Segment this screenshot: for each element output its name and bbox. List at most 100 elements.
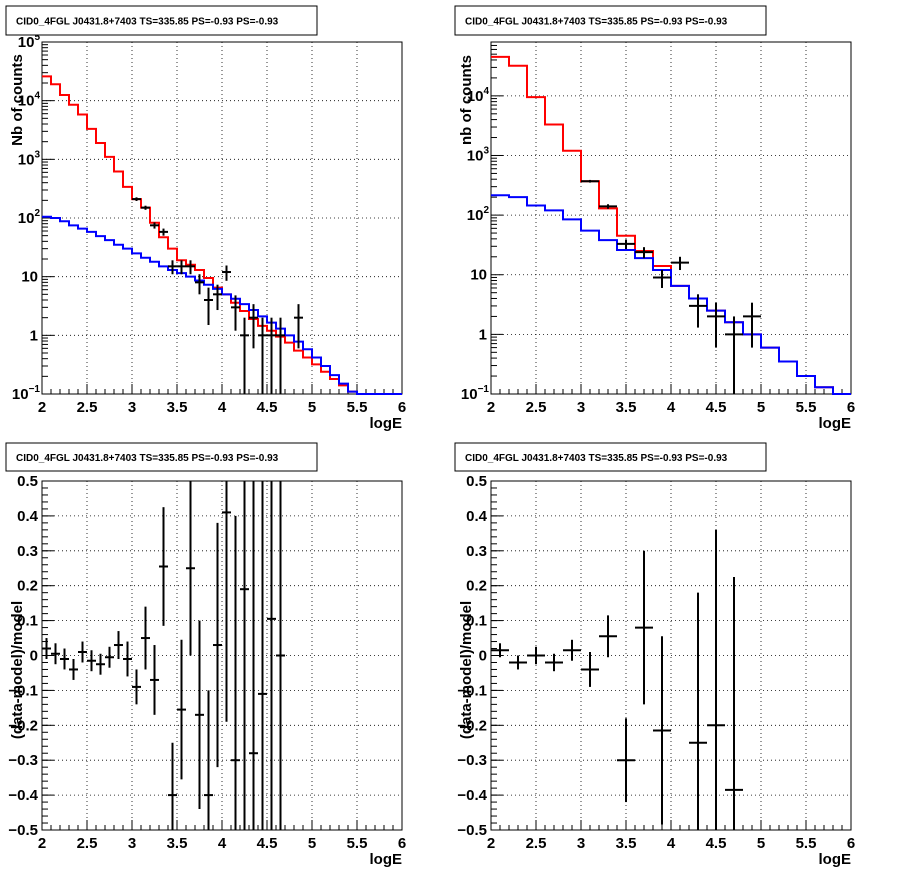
data-point xyxy=(159,228,168,236)
x-tick-label: 4.5 xyxy=(706,399,727,416)
y-tick-label: 0.1 xyxy=(17,613,38,630)
data-point xyxy=(635,550,653,705)
data-point xyxy=(177,260,186,275)
data-point xyxy=(195,274,204,295)
data-point xyxy=(707,529,725,830)
x-tick-label: 3.5 xyxy=(167,835,188,852)
y-tick-label: −0.1 xyxy=(8,682,38,699)
data-point xyxy=(276,481,285,830)
y-tick-label: −0.2 xyxy=(457,717,487,734)
y-tick-label: −0.4 xyxy=(8,787,38,804)
chart-title: CID0_4FGL J0431.8+7403 TS=335.85 PS=-0.9… xyxy=(16,453,279,464)
data-point xyxy=(132,197,141,201)
y-tick-label: 1 xyxy=(30,327,38,344)
x-tick-label: 3 xyxy=(128,399,136,416)
x-tick-label: 5 xyxy=(308,399,316,416)
x-tick-label: 4 xyxy=(218,835,227,852)
data-point xyxy=(150,222,159,229)
x-tick-label: 5 xyxy=(757,399,765,416)
data-point xyxy=(60,648,69,670)
data-point xyxy=(249,304,258,349)
y-tick-label: 0.4 xyxy=(466,508,488,525)
x-tick-label: 6 xyxy=(398,835,406,852)
data-point xyxy=(707,302,725,348)
x-tick-label: 3.5 xyxy=(616,835,637,852)
y-tick-label: 0.3 xyxy=(466,543,487,560)
x-tick-label: 5 xyxy=(757,835,765,852)
data-point xyxy=(267,317,276,394)
y-tick-label: 0.2 xyxy=(17,578,38,595)
y-tick-label: 103 xyxy=(18,149,41,168)
chart-title: CID0_4FGL J0431.8+7403 TS=335.85 PS=-0.9… xyxy=(465,17,728,28)
y-tick-label: −0.1 xyxy=(457,682,487,699)
chart-title: CID0_4FGL J0431.8+7403 TS=335.85 PS=-0.9… xyxy=(465,453,728,464)
data-point xyxy=(267,481,276,830)
data-point xyxy=(123,641,132,677)
data-point xyxy=(240,481,249,830)
y-tick-label: 10 xyxy=(470,267,487,284)
chart-title-box: CID0_4FGL J0431.8+7403 TS=335.85 PS=-0.9… xyxy=(5,442,318,472)
y-tick-label: 0.5 xyxy=(17,473,38,490)
data-point xyxy=(150,645,159,715)
y-tick-label: −0.5 xyxy=(457,822,487,839)
data-point xyxy=(689,294,707,328)
x-tick-label: 3 xyxy=(128,835,136,852)
chart-title-box: CID0_4FGL J0431.8+7403 TS=335.85 PS=-0.9… xyxy=(5,5,318,36)
x-axis-label: logE xyxy=(819,415,852,432)
x-tick-label: 5.5 xyxy=(347,835,368,852)
x-tick-label: 2.5 xyxy=(77,835,98,852)
y-tick-label: 0.5 xyxy=(466,473,487,490)
data-point xyxy=(132,669,141,705)
data-point xyxy=(204,690,213,830)
data-point xyxy=(581,652,599,687)
x-tick-label: 5.5 xyxy=(796,399,817,416)
x-tick-label: 4.5 xyxy=(706,835,727,852)
data-point xyxy=(527,646,545,665)
data-point xyxy=(231,515,240,830)
data-point xyxy=(491,643,509,658)
y-tick-label: 0.1 xyxy=(466,613,487,630)
data-point xyxy=(599,204,617,209)
data-point xyxy=(222,481,231,722)
x-tick-label: 2 xyxy=(487,835,495,852)
y-tick-label: 105 xyxy=(18,32,41,51)
data-point xyxy=(105,646,114,668)
title-frame xyxy=(5,5,318,36)
x-tick-label: 2 xyxy=(38,835,46,852)
x-tick-label: 3.5 xyxy=(616,399,637,416)
data-point xyxy=(222,265,231,281)
y-tick-label: 102 xyxy=(467,205,490,224)
data-point xyxy=(186,260,195,275)
data-point xyxy=(258,481,267,830)
data-point xyxy=(141,205,150,210)
y-tick-label: 0.2 xyxy=(466,578,487,595)
x-tick-label: 2 xyxy=(38,399,46,416)
y-axis-label: (data-model)/model xyxy=(458,601,475,739)
data-point xyxy=(545,653,563,672)
x-axis-label: logE xyxy=(370,415,403,432)
x-tick-label: 3 xyxy=(577,399,585,416)
y-tick-label: 10 xyxy=(21,269,38,286)
x-axis-label: logE xyxy=(370,851,403,868)
data-point xyxy=(177,639,186,780)
x-tick-label: 2.5 xyxy=(526,835,547,852)
data-point xyxy=(213,522,222,768)
series-red-histogram xyxy=(42,75,402,395)
chart-panel-2: 2 2.5 3 3.5 4 4.5 5 5.5 6 10−1 1 10 102 103 104 CID0_4F… xyxy=(454,5,855,432)
x-tick-label: 2.5 xyxy=(77,399,98,416)
data-point xyxy=(581,179,599,183)
y-tick-label: 0 xyxy=(479,648,487,665)
y-axis-label: (data-model)/model xyxy=(9,601,26,739)
data-point xyxy=(96,653,105,675)
data-point xyxy=(69,658,78,680)
y-tick-label: 10−1 xyxy=(461,384,490,403)
data-point xyxy=(563,639,581,661)
data-point xyxy=(258,317,267,394)
x-tick-label: 4 xyxy=(218,399,227,416)
chart-panel-1: 2 2.5 3 3.5 4 4.5 5 5.5 6 10−1 1 10 102 103 104 105 CID0… xyxy=(5,5,406,432)
x-tick-label: 2.5 xyxy=(526,399,547,416)
data-point xyxy=(204,287,213,326)
data-point xyxy=(743,302,761,348)
data-point xyxy=(87,650,96,672)
data-point xyxy=(141,606,150,670)
